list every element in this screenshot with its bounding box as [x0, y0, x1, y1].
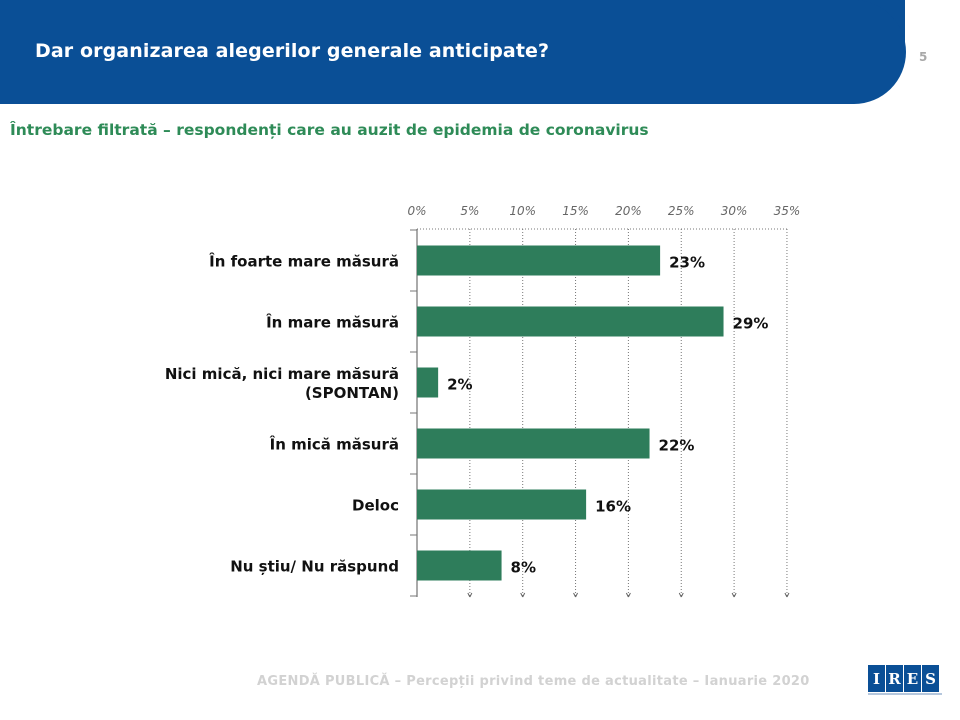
bar: [417, 550, 502, 581]
bar-value-label: 2%: [447, 376, 472, 394]
gridline-tick: [469, 592, 473, 598]
logo-tagline: [868, 693, 942, 695]
category-label: Nici mică, nici mare măsură: [165, 365, 399, 383]
logo-letter: R: [886, 665, 903, 692]
category-label: În mică măsură: [270, 435, 399, 454]
bar-value-label: 22%: [659, 437, 695, 455]
logo-letter: S: [922, 665, 939, 692]
x-tick-label: 0%: [407, 204, 426, 218]
logo-letter: I: [868, 665, 885, 692]
logo-letter: E: [904, 665, 921, 692]
category-label: (SPONTAN): [305, 384, 399, 402]
gridline-tick: [573, 592, 576, 598]
gridline-tick: [680, 592, 684, 598]
page-title: Dar organizarea alegerilor generale anti…: [35, 40, 550, 62]
bar: [417, 489, 587, 520]
gridline-tick: [625, 592, 629, 598]
page-number: 5: [919, 50, 928, 64]
x-tick-label: 35%: [774, 204, 801, 218]
category-label: Deloc: [352, 497, 399, 515]
bar-value-label: 23%: [669, 254, 705, 272]
footer-text: AGENDĂ PUBLICĂ – Percepții privind teme …: [257, 674, 810, 689]
bar: [417, 367, 439, 398]
gridline-tick: [575, 592, 578, 598]
gridline-tick: [731, 592, 735, 598]
x-tick-label: 25%: [668, 204, 695, 218]
gridline-tick: [733, 592, 737, 598]
bar-value-label: 16%: [595, 498, 631, 516]
header-band: [0, 0, 906, 104]
gridline-tick: [627, 592, 631, 598]
category-label: În foarte mare măsură: [209, 252, 399, 271]
x-tick-label: 5%: [460, 204, 479, 218]
category-label: Nu știu/ Nu răspund: [230, 558, 399, 576]
gridline-tick: [784, 592, 788, 598]
bar-value-label: 29%: [733, 315, 769, 333]
chart-subtitle: Întrebare filtrată – respondenți care au…: [10, 121, 649, 139]
gridline-tick: [520, 592, 524, 598]
gridline-tick: [678, 592, 682, 598]
x-tick-label: 15%: [562, 204, 589, 218]
gridline-tick: [786, 592, 790, 598]
bar: [417, 428, 650, 459]
bar-value-label: 8%: [511, 559, 536, 577]
gridline-tick: [522, 592, 526, 598]
x-tick-label: 20%: [615, 204, 642, 218]
x-tick-label: 10%: [509, 204, 536, 218]
bar: [417, 245, 661, 276]
x-tick-label: 30%: [721, 204, 748, 218]
gridline-tick: [467, 592, 471, 598]
bar: [417, 306, 724, 337]
category-label: În mare măsură: [266, 313, 399, 332]
